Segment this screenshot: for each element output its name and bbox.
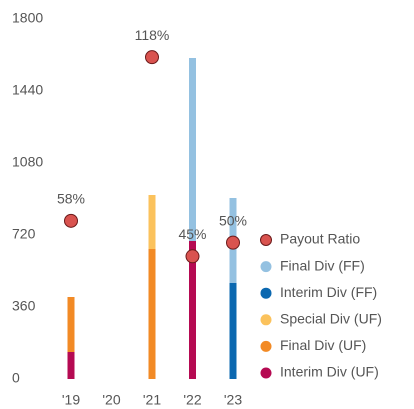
x-tick-label: '23 — [224, 392, 242, 408]
y-tick-label: 0 — [12, 370, 20, 386]
legend-marker — [260, 340, 272, 352]
legend-label: Interim Div (UF) — [280, 364, 379, 380]
payout-dot — [64, 213, 78, 228]
data-label: 45% — [178, 226, 206, 242]
data-label: 50% — [219, 212, 247, 228]
legend-marker — [260, 367, 272, 379]
legend-label: Final Div (FF) — [280, 257, 365, 273]
bar-segment — [67, 297, 75, 352]
bar-segment — [148, 249, 156, 379]
bar-segment — [189, 58, 196, 241]
legend-label: Final Div (UF) — [280, 337, 366, 353]
y-tick-label: 1440 — [12, 82, 43, 98]
x-tick-label: '21 — [143, 392, 161, 408]
data-label: 118% — [135, 27, 170, 43]
bar-segment — [67, 352, 75, 379]
bar-segment — [229, 283, 237, 379]
legend-marker — [260, 261, 272, 273]
legend-marker — [260, 287, 272, 299]
legend-marker — [260, 314, 272, 326]
legend-label: Special Div (UF) — [280, 311, 382, 327]
payout-dot — [145, 50, 159, 65]
y-tick-label: 720 — [12, 226, 36, 242]
payout-dot — [226, 235, 240, 250]
data-label: 58% — [57, 191, 85, 207]
x-tick-label: '22 — [183, 392, 201, 408]
y-tick-label: 1800 — [12, 10, 43, 26]
x-tick-label: '19 — [62, 392, 80, 408]
y-tick-label: 1080 — [12, 154, 43, 170]
bar-segment — [189, 241, 196, 379]
x-tick-label: '20 — [102, 392, 120, 408]
legend-label: Interim Div (FF) — [280, 284, 377, 300]
y-tick-label: 360 — [12, 298, 36, 314]
legend-marker — [260, 234, 272, 246]
legend-label: Payout Ratio — [280, 231, 360, 247]
payout-dot — [185, 249, 200, 264]
bar-segment — [148, 195, 156, 249]
